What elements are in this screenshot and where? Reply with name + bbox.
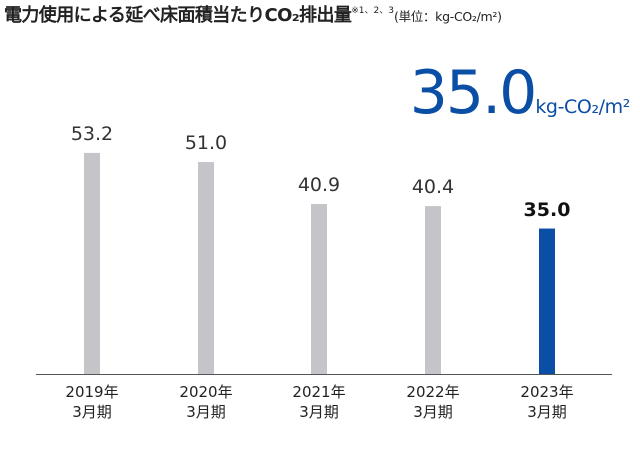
bar-3	[425, 206, 441, 374]
bar-4	[539, 228, 555, 374]
category-label-0: 2019年 3月期	[37, 382, 147, 422]
category-period-3: 3月期	[413, 403, 453, 421]
category-period-2: 3月期	[299, 403, 339, 421]
value-label-1: 51.0	[184, 132, 228, 155]
category-period-1: 3月期	[186, 403, 226, 421]
category-year-4: 2023年	[520, 383, 574, 401]
value-label-4: 35.0	[523, 198, 571, 221]
bar-0	[84, 152, 100, 374]
category-year-2: 2021年	[292, 383, 346, 401]
value-label-0: 53.2	[70, 122, 114, 145]
chart-title: 電力使用による延べ床面積当たりCO₂排出量※1、2、3(単位：kg-CO₂/m²…	[4, 4, 502, 32]
category-label-4: 2023年 3月期	[492, 382, 602, 422]
bar-1	[198, 162, 214, 374]
category-period-0: 3月期	[72, 403, 112, 421]
title-unit: (単位：kg-CO₂/m²)	[394, 9, 502, 24]
category-year-1: 2020年	[179, 383, 233, 401]
category-label-2: 2021年 3月期	[264, 382, 374, 422]
value-label-3: 40.4	[411, 176, 455, 199]
category-label-3: 2022年 3月期	[378, 382, 488, 422]
highlight-unit: kg-CO₂/m²	[535, 96, 630, 118]
bar-2	[311, 204, 327, 374]
category-label-1: 2020年 3月期	[151, 382, 261, 422]
category-period-4: 3月期	[527, 403, 567, 421]
category-year-3: 2022年	[406, 383, 460, 401]
title-footnote-marker: ※1、2、3	[351, 6, 394, 16]
category-year-0: 2019年	[65, 383, 119, 401]
highlight-value: 35.0	[409, 58, 538, 128]
highlight-value-callout: 35.0kg-CO₂/m²	[409, 58, 631, 128]
value-label-2: 40.9	[297, 174, 341, 197]
title-main: 電力使用による延べ床面積当たりCO₂排出量	[4, 5, 352, 26]
